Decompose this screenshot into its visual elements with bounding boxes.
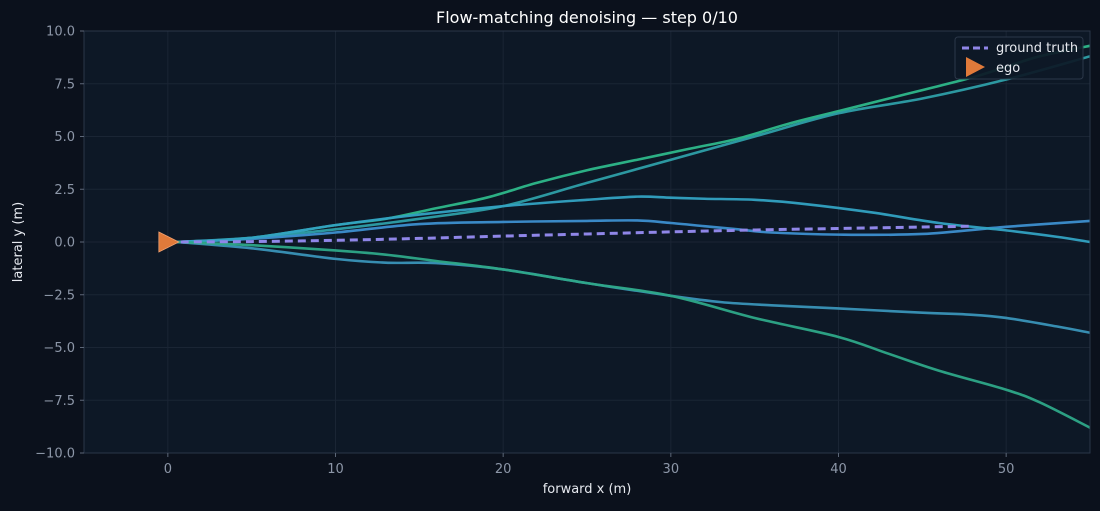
markers-group — [158, 231, 180, 253]
x-tick-label: 30 — [663, 462, 680, 477]
x-tick-label: 40 — [830, 462, 847, 477]
x-tick-label: 0 — [164, 462, 172, 477]
y-axis-ticks: −10.0 −7.5 −5.0 −2.5 0.0 2.5 5.0 7.5 10.0 — [35, 25, 84, 462]
legend-ground-truth-label: ground truth — [996, 41, 1078, 56]
ground-truth-line — [167, 224, 973, 244]
y-tick-label: 10.0 — [46, 25, 75, 40]
sample-trajectory-3 — [174, 219, 1090, 244]
y-tick-label: 0.0 — [54, 236, 75, 251]
y-tick-label: −10.0 — [35, 447, 75, 462]
x-axis-ticks: 0 10 20 30 40 50 — [164, 453, 1015, 477]
y-tick-label: 7.5 — [54, 77, 75, 92]
y-tick-label: −7.5 — [43, 394, 75, 409]
y-axis-label: lateral y (m) — [11, 202, 26, 282]
y-tick-label: −5.0 — [43, 341, 75, 356]
x-tick-label: 10 — [327, 462, 344, 477]
y-tick-label: 5.0 — [54, 130, 75, 145]
series-group — [167, 44, 1090, 429]
legend: ground truth ego — [954, 36, 1084, 80]
x-tick-label: 20 — [495, 462, 512, 477]
sample-trajectory-6 — [174, 240, 1090, 429]
chart-title: Flow-matching denoising — step 0/10 — [436, 8, 738, 27]
ego-marker — [158, 231, 180, 253]
sample-trajectory-2 — [174, 55, 1090, 244]
legend-ego-swatch — [966, 57, 985, 77]
y-tick-label: 2.5 — [54, 183, 75, 198]
y-tick-label: −2.5 — [43, 288, 75, 303]
legend-ego-label: ego — [996, 61, 1020, 76]
x-axis-label: forward x (m) — [543, 482, 632, 497]
x-tick-label: 50 — [998, 462, 1015, 477]
